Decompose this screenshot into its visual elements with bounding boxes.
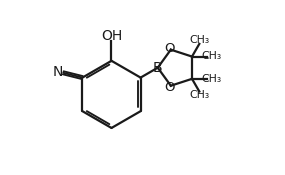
Text: B: B [153,61,162,75]
Text: OH: OH [101,29,122,43]
Text: CH₃: CH₃ [201,51,221,61]
Text: CH₃: CH₃ [190,35,210,45]
Text: O: O [165,42,175,55]
Text: O: O [165,81,175,94]
Text: N: N [53,65,63,79]
Text: CH₃: CH₃ [190,90,210,100]
Text: CH₃: CH₃ [201,74,221,84]
